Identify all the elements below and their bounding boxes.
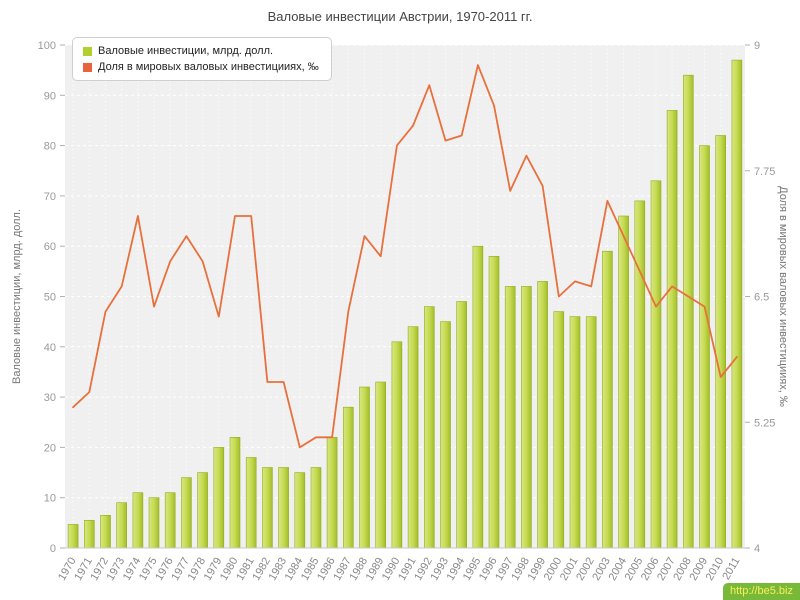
legend-item-line[interactable]: Доля в мировых валовых инвестицииях, ‰ (83, 61, 319, 73)
bar (423, 306, 435, 549)
bar (359, 386, 370, 549)
bar (456, 301, 468, 549)
bar (472, 245, 484, 549)
bar (278, 467, 289, 549)
bar (504, 286, 516, 549)
bar (650, 180, 662, 549)
bar (342, 406, 354, 549)
chart-title: Валовые инвестиции Австрии, 1970-2011 гг… (267, 9, 533, 24)
bar (585, 316, 597, 549)
right-tick-label: 7.75 (754, 166, 775, 178)
left-tick-label: 60 (44, 241, 56, 253)
bar (569, 316, 581, 549)
right-tick-label: 6.5 (754, 292, 769, 304)
bar (181, 477, 192, 549)
bar (67, 524, 79, 549)
bar (100, 514, 111, 549)
bar (440, 321, 451, 549)
bar (326, 436, 338, 549)
bar (488, 255, 500, 549)
right-tick-label: 9 (754, 40, 760, 52)
bar (521, 286, 532, 549)
legend-label-line: Доля в мировых валовых инвестицииях, ‰ (98, 61, 319, 73)
legend-label-bars: Валовые инвестиции, млрд. долл. (98, 45, 274, 57)
bar (213, 447, 225, 549)
left-tick-label: 70 (44, 191, 56, 203)
bar (116, 502, 127, 549)
bar (294, 472, 306, 549)
bar (229, 436, 241, 549)
bar (310, 467, 322, 549)
watermark-link[interactable]: http://be5.biz (723, 583, 800, 600)
bar (699, 145, 710, 549)
bar (682, 74, 694, 549)
bar (391, 341, 403, 549)
bar (715, 135, 727, 549)
bar (666, 110, 678, 549)
left-tick-label: 10 (44, 493, 56, 505)
right-tick-label: 4 (754, 543, 760, 555)
bar (634, 200, 646, 549)
left-tick-label: 20 (44, 442, 56, 454)
legend-item-bars[interactable]: Валовые инвестиции, млрд. долл. (83, 45, 319, 57)
bar (197, 472, 208, 549)
right-axis-title: Доля в мировых валовых инвестицииях, ‰ (777, 186, 789, 407)
year-label: 2011 (720, 556, 742, 582)
bar (245, 457, 257, 549)
left-axis-title: Валовые инвестиции, млрд. долл. (11, 209, 23, 384)
left-tick-label: 100 (38, 40, 56, 52)
bar (132, 492, 144, 549)
bar (731, 59, 743, 549)
left-tick-label: 90 (44, 90, 56, 102)
line-series-swatch (83, 62, 92, 72)
trend-line (72, 64, 738, 449)
bar (375, 381, 387, 549)
left-tick-label: 50 (44, 292, 56, 304)
bar (84, 519, 95, 549)
left-tick-label: 80 (44, 141, 56, 153)
bar (148, 497, 160, 549)
bar (553, 311, 565, 549)
legend: Валовые инвестиции, млрд. долл. Доля в м… (72, 37, 332, 81)
left-tick-label: 30 (44, 392, 56, 404)
bar (602, 250, 613, 549)
right-tick-label: 5.25 (754, 417, 775, 429)
bar (262, 467, 273, 549)
bar (164, 492, 176, 549)
bar (537, 281, 548, 549)
left-tick-label: 0 (50, 543, 56, 555)
bar (407, 326, 419, 549)
bar-series-swatch (83, 46, 92, 56)
bar (618, 215, 629, 549)
left-tick-label: 40 (44, 342, 56, 354)
